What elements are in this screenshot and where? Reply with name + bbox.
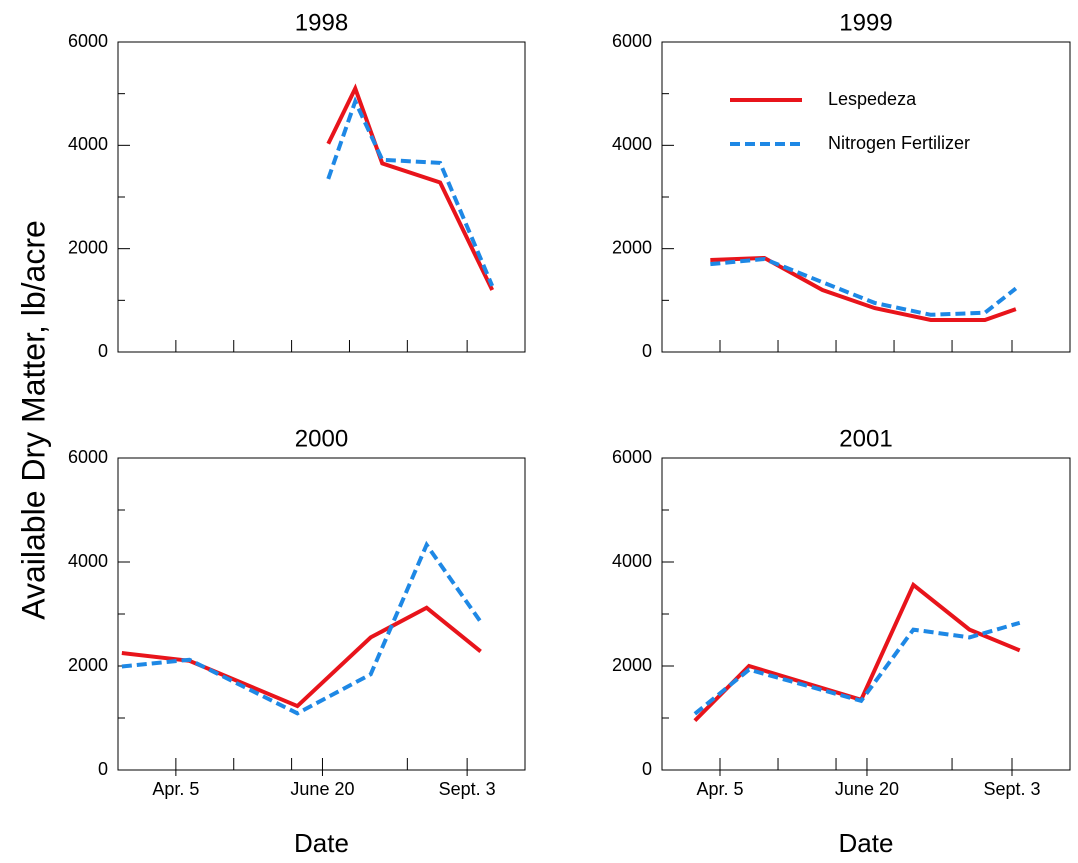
line-series <box>710 255 1017 322</box>
x-axis-label: Date <box>294 828 349 858</box>
line-series <box>326 83 495 291</box>
y-tick-label: 4000 <box>612 551 652 571</box>
y-tick-label: 0 <box>98 759 108 779</box>
x-tick-label: June 20 <box>290 779 354 799</box>
y-tick-label: 2000 <box>612 655 652 675</box>
subplot-title: 1998 <box>295 9 348 36</box>
legend-label: Nitrogen Fertilizer <box>828 133 970 153</box>
x-tick-label: Apr. 5 <box>152 779 199 799</box>
y-tick-label: 4000 <box>68 551 108 571</box>
line-series <box>693 620 1021 716</box>
y-tick-label: 6000 <box>612 31 652 51</box>
line-series <box>693 581 1021 723</box>
y-tick-label: 4000 <box>612 134 652 154</box>
y-tick-label: 0 <box>642 759 652 779</box>
y-tick-label: 6000 <box>68 31 108 51</box>
line-series <box>121 540 483 716</box>
line-series <box>326 96 495 287</box>
y-tick-label: 2000 <box>68 237 108 257</box>
x-tick-label: Sept. 3 <box>439 779 496 799</box>
y-tick-label: 4000 <box>68 134 108 154</box>
line-series <box>710 256 1018 317</box>
y-tick-label: 2000 <box>68 655 108 675</box>
y-axis-label: Available Dry Matter, lb/acre <box>15 220 51 620</box>
y-tick-label: 2000 <box>612 237 652 257</box>
plot-frame <box>661 457 1071 771</box>
plot-frame <box>117 457 526 771</box>
legend-label: Lespedeza <box>828 89 917 109</box>
plot-frame <box>117 41 526 353</box>
subplot-title: 2001 <box>839 425 892 452</box>
subplot-title: 2000 <box>295 425 348 452</box>
subplot-title: 1999 <box>839 9 892 36</box>
y-tick-label: 6000 <box>612 447 652 467</box>
x-tick-label: Apr. 5 <box>696 779 743 799</box>
line-series <box>121 605 482 709</box>
x-axis-label: Date <box>839 828 894 858</box>
y-tick-label: 6000 <box>68 447 108 467</box>
x-tick-label: Sept. 3 <box>983 779 1040 799</box>
y-tick-label: 0 <box>98 341 108 361</box>
y-tick-label: 0 <box>642 341 652 361</box>
x-tick-label: June 20 <box>835 779 899 799</box>
